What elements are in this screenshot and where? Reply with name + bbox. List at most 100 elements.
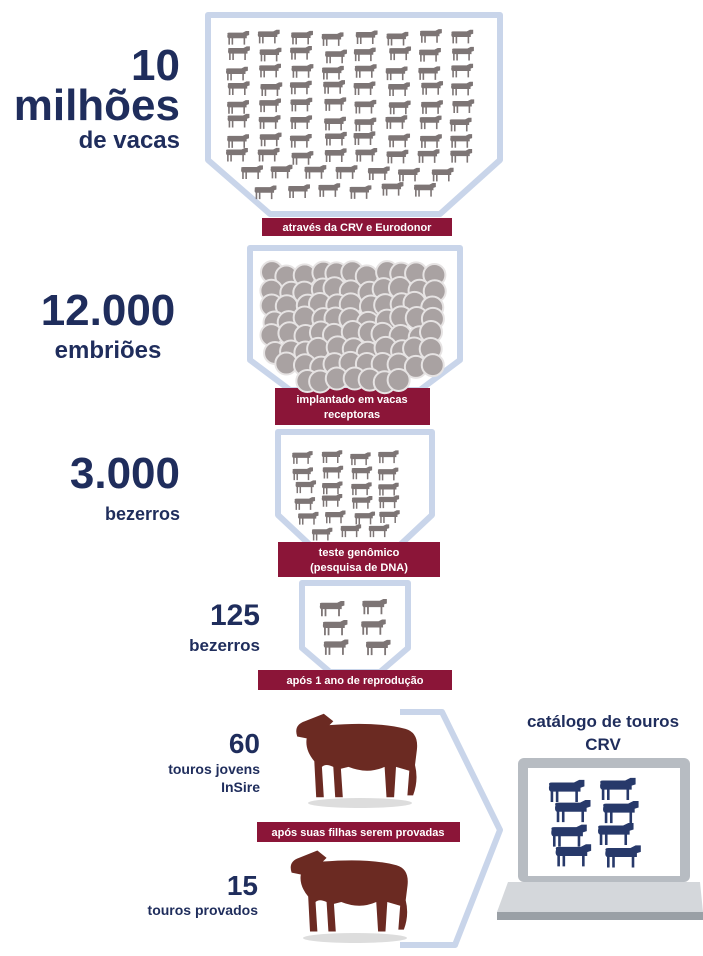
cow-icon — [288, 184, 310, 198]
cow-icon — [351, 466, 373, 480]
cow-icon — [227, 100, 249, 114]
cow-icon — [324, 116, 346, 131]
banner — [275, 388, 430, 425]
stage-number: 10 — [131, 41, 180, 90]
cow-icon — [294, 497, 316, 510]
cow-icon — [335, 165, 358, 179]
shadow — [308, 798, 412, 808]
stage-number: 3.000 — [70, 449, 180, 498]
cow-icon — [227, 81, 250, 96]
cow-icon — [226, 66, 248, 81]
cow-icon — [368, 524, 390, 538]
cow-icon — [354, 99, 377, 114]
cow-icon — [321, 65, 344, 80]
stage-label: bezerros — [105, 504, 180, 524]
cow-icon — [325, 49, 347, 64]
banner-text: após 1 ano de reprodução — [287, 675, 424, 687]
cow-icon — [451, 81, 473, 96]
stage-label: InSire — [221, 779, 260, 795]
cow-icon — [304, 165, 327, 179]
cow-icon — [417, 149, 440, 163]
cow-icon — [257, 29, 280, 44]
stage-number: 60 — [229, 728, 260, 759]
cow-icon — [355, 30, 378, 45]
cow-icon — [324, 131, 347, 146]
cow-icon — [349, 185, 372, 199]
cow-icon — [397, 167, 420, 182]
banner-text: implantado em vacas — [296, 394, 407, 406]
bull-icon — [296, 713, 418, 798]
cow-icon — [325, 510, 346, 524]
cow-icon — [257, 147, 280, 162]
cow-icon — [241, 165, 263, 179]
cow-icon — [386, 149, 409, 164]
cow-icon — [419, 115, 442, 130]
cow-icon — [289, 80, 312, 95]
cow-icon — [259, 98, 282, 113]
stage-number: 12.000 — [41, 286, 176, 335]
cow-icon — [351, 495, 373, 509]
stage-number: 125 — [210, 599, 260, 632]
laptop-edge — [497, 912, 703, 920]
cow-icon — [451, 63, 474, 78]
cow-icon — [259, 63, 281, 78]
cow-icon — [311, 527, 333, 541]
funnel — [299, 580, 411, 675]
cow-icon — [421, 100, 443, 114]
cow-icon — [385, 115, 408, 129]
cow-icon — [452, 99, 475, 113]
cow-icon — [350, 452, 371, 466]
cow-icon — [228, 46, 250, 61]
stage-label: de vacas — [79, 127, 180, 154]
embryo-icon — [386, 367, 411, 392]
cow-icon — [292, 451, 313, 464]
cow-icon — [319, 601, 345, 617]
cow-icon — [226, 147, 248, 162]
cow-icon — [291, 151, 314, 165]
cow-icon — [258, 115, 281, 129]
cow-icon — [290, 46, 312, 60]
shadow — [303, 933, 407, 943]
cow-icon — [419, 134, 442, 148]
cow-icon — [388, 100, 411, 115]
cow-icon — [388, 82, 410, 96]
cow-icon — [378, 495, 400, 509]
stage-label: embriões — [55, 337, 162, 364]
cow-icon — [361, 619, 386, 635]
cow-icon — [260, 82, 283, 97]
cow-icon — [381, 182, 404, 196]
cow-icon — [321, 481, 343, 495]
cow-icon — [450, 148, 473, 163]
cow-icon — [365, 639, 391, 656]
stage-label: touros provados — [148, 902, 259, 918]
cow-icon — [421, 81, 444, 95]
cow-icon — [452, 46, 474, 61]
cow-icon — [413, 183, 436, 197]
banner-text: (pesquisa de DNA) — [310, 562, 408, 574]
cow-icon — [355, 148, 378, 162]
cow-icon — [354, 511, 376, 525]
cow-icon — [351, 482, 372, 496]
cow-icon — [386, 31, 409, 46]
banner-text: através da CRV e Eurodonor — [283, 222, 433, 234]
cow-icon — [378, 482, 399, 496]
banner-text: receptoras — [324, 409, 380, 421]
funnel — [205, 12, 503, 217]
cow-icon — [290, 97, 313, 112]
cow-icon — [418, 66, 441, 80]
cow-icon — [354, 64, 377, 78]
cow-icon — [323, 639, 349, 655]
cow-icon — [289, 133, 312, 148]
cow-icon — [451, 29, 474, 44]
banner — [262, 218, 452, 236]
bull-icon — [290, 850, 408, 932]
cow-icon — [378, 450, 399, 464]
stage-label: bezerros — [189, 636, 260, 655]
cow-icon — [227, 113, 250, 128]
stage-label: milhões — [14, 81, 180, 130]
cow-icon — [385, 66, 408, 81]
cow-icon — [419, 29, 442, 43]
cow-icon — [259, 132, 282, 147]
cow-icon — [318, 183, 341, 197]
